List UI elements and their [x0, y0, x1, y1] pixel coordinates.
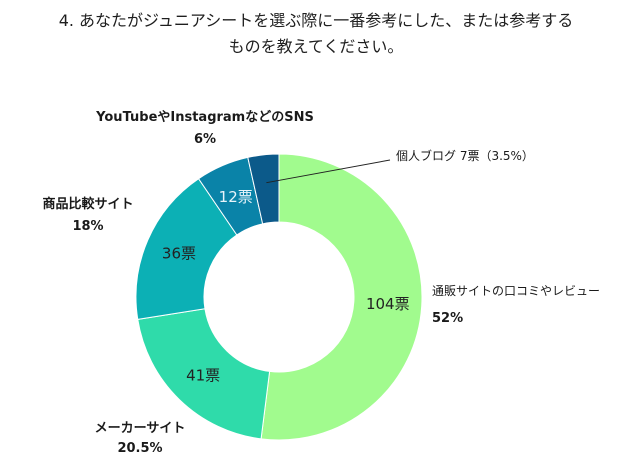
- count-label-2: 36票: [162, 245, 196, 263]
- percent-label-3: 6%: [194, 132, 216, 147]
- count-label-0: 104票: [366, 295, 410, 313]
- category-label-1: メーカーサイト: [95, 421, 186, 436]
- slice-0: [260, 153, 423, 441]
- slice-2: [135, 178, 238, 320]
- count-label-3: 12票: [219, 188, 253, 206]
- callout-line: [266, 159, 391, 184]
- count-label-1: 41票: [186, 366, 220, 384]
- percent-label-2: 18%: [72, 219, 103, 234]
- chart-title: 4. あなたがジュニアシートを選ぶ際に一番参考にした、または参考する ものを教え…: [0, 8, 632, 60]
- slice-4: [247, 153, 280, 225]
- callout-label: 個人ブログ 7票（3.5%）: [396, 148, 534, 163]
- chart-title-line-2: ものを教えてください。: [228, 37, 404, 56]
- category-label-0: 通販サイトの口コミやレビュー: [432, 284, 600, 298]
- percent-label-1: 20.5%: [117, 441, 162, 456]
- slice-1: [137, 308, 271, 440]
- category-label-2: 商品比較サイト: [42, 196, 133, 212]
- percent-label-0: 52%: [432, 311, 463, 326]
- category-label-3: YouTubeやInstagramなどのSNS: [95, 110, 314, 125]
- chart-title-line-1: 4. あなたがジュニアシートを選ぶ際に一番参考にした、または参考する: [58, 11, 574, 30]
